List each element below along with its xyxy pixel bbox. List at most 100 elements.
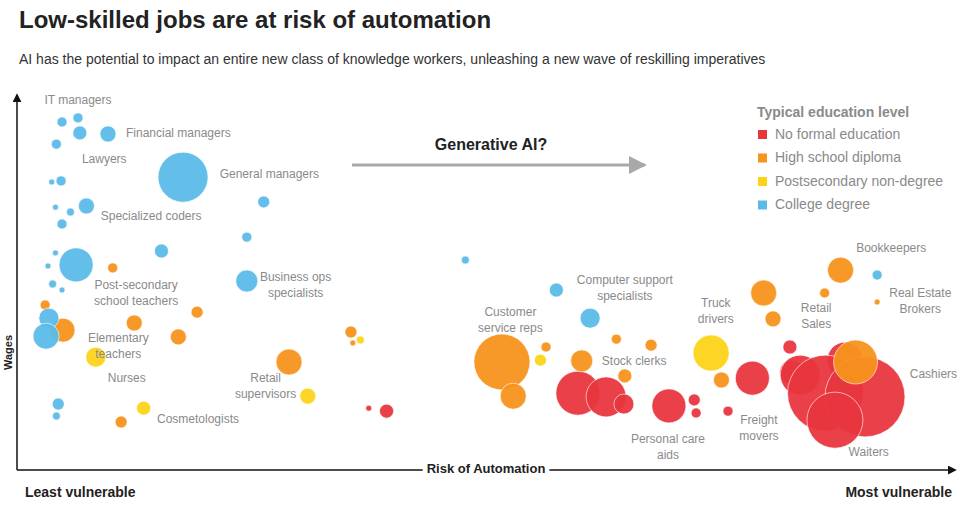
bubble xyxy=(350,340,356,346)
series xyxy=(366,340,905,448)
legend-label: No formal education xyxy=(775,126,900,142)
bubble xyxy=(872,270,882,280)
annotation: Brokers xyxy=(900,302,941,316)
bubble xyxy=(52,412,60,420)
bubble xyxy=(100,126,116,142)
y-axis xyxy=(17,95,18,470)
bubble xyxy=(52,398,64,410)
bubbles xyxy=(33,113,905,448)
annotation: Freight xyxy=(740,413,778,427)
annotation: Computer support xyxy=(577,273,674,287)
annotation: Real Estate xyxy=(889,286,951,300)
annotation: Lawyers xyxy=(82,152,127,166)
arrow-label: Generative AI? xyxy=(435,136,547,153)
annotation: Specialized coders xyxy=(101,209,202,223)
bubble xyxy=(45,263,51,269)
x-axis-label: Risk of Automation xyxy=(427,461,546,476)
chart: Low-skilled jobs are at risk of automati… xyxy=(0,0,975,507)
bubble xyxy=(366,405,372,411)
legend-swatch xyxy=(758,154,767,163)
bubble xyxy=(56,176,66,186)
bubble xyxy=(49,280,57,288)
bubble xyxy=(170,329,186,345)
bubble xyxy=(66,208,74,216)
annotation: Personal care xyxy=(631,432,705,446)
bubble xyxy=(59,248,93,282)
annotation: Bookkeepers xyxy=(856,241,926,255)
annotation: movers xyxy=(739,429,778,443)
legend-label: College degree xyxy=(775,196,870,212)
x-low-label: Least vulnerable xyxy=(25,484,136,500)
bubble xyxy=(713,372,729,388)
annotation: Cashiers xyxy=(910,367,957,381)
annotation: Retail xyxy=(801,301,832,315)
bubble xyxy=(723,406,733,416)
bubble xyxy=(783,340,797,354)
bubble xyxy=(356,336,364,344)
annotation: Business ops xyxy=(260,270,331,284)
bubble xyxy=(258,196,270,208)
bubble xyxy=(154,244,168,258)
annotation: Waiters xyxy=(849,445,889,459)
bubble xyxy=(59,287,65,293)
annotation: General managers xyxy=(220,167,319,181)
series xyxy=(86,335,729,415)
annotation: drivers xyxy=(698,312,734,326)
legend-swatch xyxy=(758,177,767,186)
annotation: supervisors xyxy=(235,387,296,401)
bubble xyxy=(834,340,878,384)
annotations: IT managersFinancial managersLawyersGene… xyxy=(44,93,957,462)
legend: Typical education levelNo formal educati… xyxy=(757,104,943,212)
bubble xyxy=(300,388,316,404)
bubble xyxy=(693,335,729,371)
bubble xyxy=(73,113,83,123)
annotation: teachers xyxy=(95,347,141,361)
bubble xyxy=(461,256,469,264)
annotation: Cosmetologists xyxy=(157,412,239,426)
bubble xyxy=(57,219,67,229)
bubble xyxy=(52,250,58,256)
annotation: Retail xyxy=(250,371,281,385)
annotation: Nurses xyxy=(108,371,146,385)
annotation: school teachers xyxy=(94,294,178,308)
bubble xyxy=(534,354,546,366)
bubble xyxy=(137,401,151,415)
bubble xyxy=(618,369,632,383)
legend-swatch xyxy=(758,130,767,139)
bubble xyxy=(691,408,701,418)
bubble xyxy=(614,394,634,414)
bubble xyxy=(500,383,526,409)
x-high-label: Most vulnerable xyxy=(845,484,952,500)
axis-line xyxy=(16,95,18,470)
bubble xyxy=(78,198,94,214)
annotation: Elementary xyxy=(88,331,149,345)
y-axis-label: Wages xyxy=(2,335,14,370)
bubble xyxy=(611,334,621,344)
series xyxy=(40,257,880,428)
legend-label: High school diploma xyxy=(775,149,901,165)
bubble xyxy=(652,389,686,423)
bubble xyxy=(688,394,700,406)
title: Low-skilled jobs are at risk of automati… xyxy=(19,6,491,33)
bubble xyxy=(580,308,600,328)
legend-swatch xyxy=(758,201,767,210)
subtitle: AI has the potential to impact an entire… xyxy=(19,51,765,67)
annotation: Sales xyxy=(801,317,831,331)
annotation: Customer xyxy=(484,305,536,319)
bubble xyxy=(735,361,769,395)
bubble xyxy=(541,342,551,352)
annotation: specialists xyxy=(268,286,323,300)
bubble xyxy=(51,139,61,149)
bubble xyxy=(571,350,593,372)
bubble xyxy=(645,339,657,351)
annotation: Stock clerks xyxy=(602,354,667,368)
annotation: aids xyxy=(657,448,679,462)
bubble xyxy=(549,283,563,297)
bubble xyxy=(828,257,854,283)
bubble xyxy=(57,117,67,127)
annotation: specialists xyxy=(597,289,652,303)
bubble xyxy=(191,306,203,318)
annotation: Financial managers xyxy=(126,126,231,140)
gen-ai-arrow xyxy=(352,164,645,167)
bubble xyxy=(73,126,87,140)
